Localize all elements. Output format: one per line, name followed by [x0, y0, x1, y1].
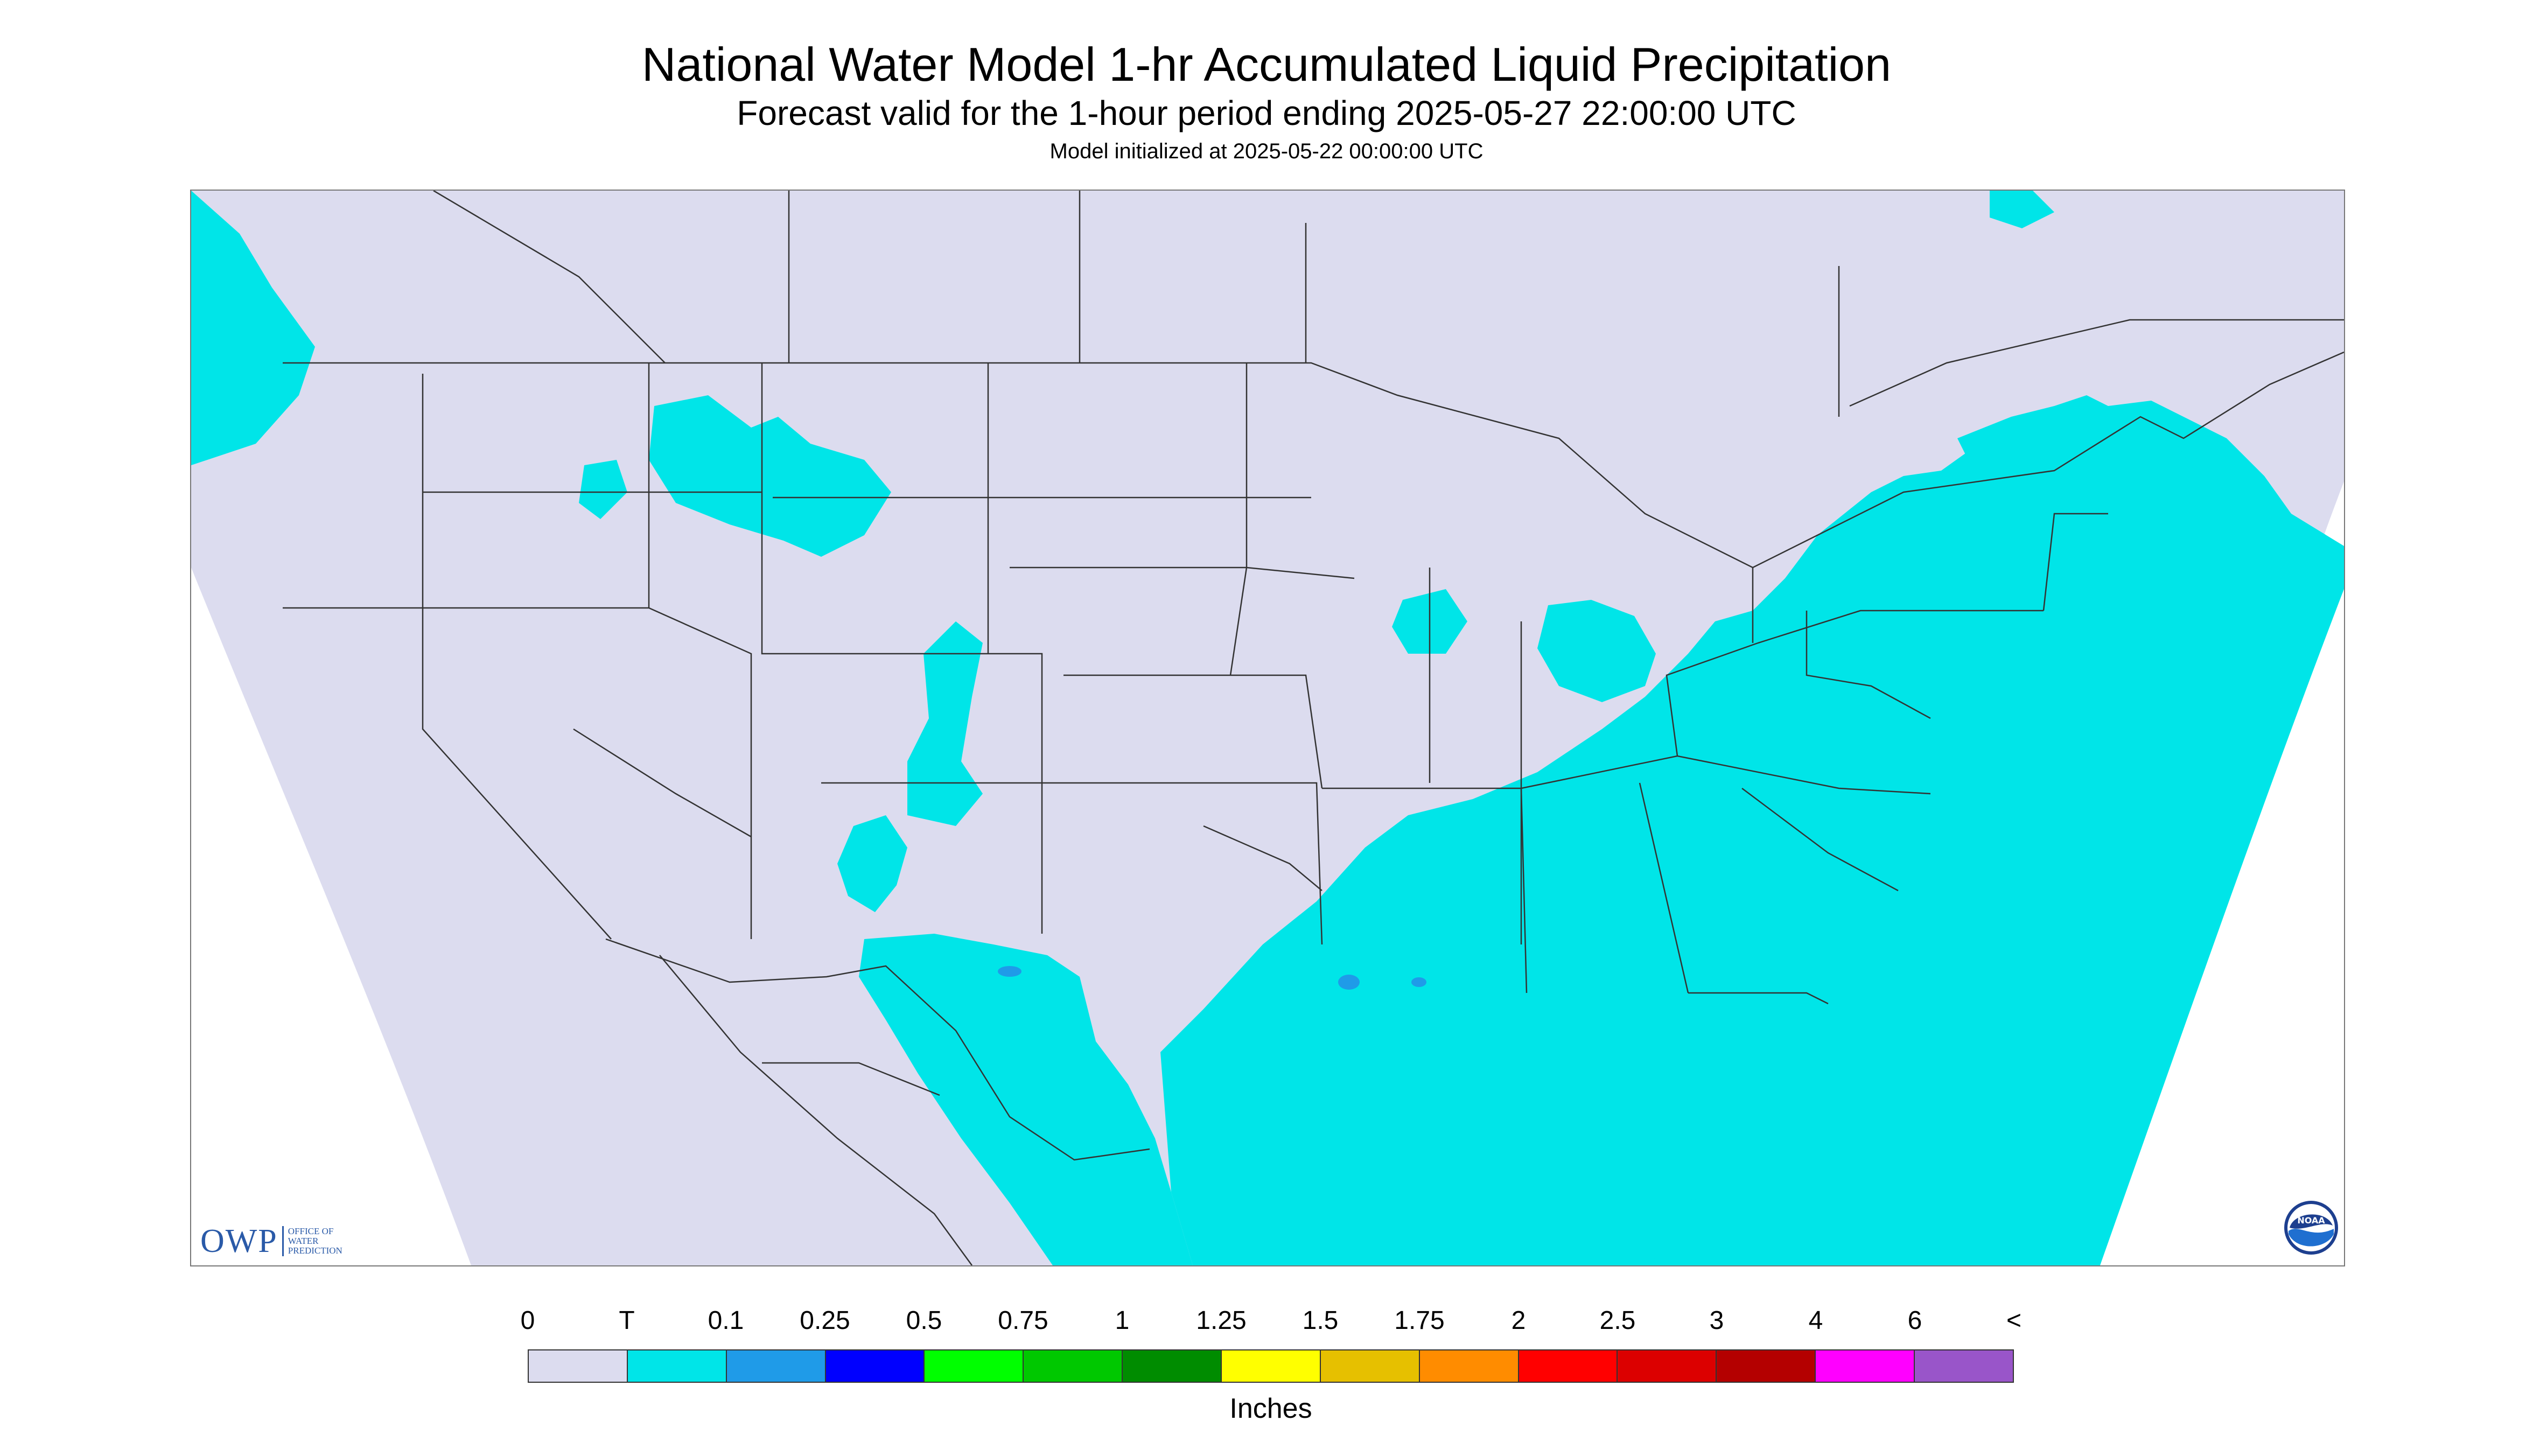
political-boundaries	[283, 191, 2344, 1265]
legend-swatch-3	[824, 1349, 925, 1383]
precipitation-legend: 0 T 0.1 0.25 0.5 0.75 1 1.25 1.5 1.75 2 2.5 3 4 6 < Inc…	[521, 1292, 2021, 1427]
state-line-23	[573, 728, 752, 838]
legend-swatch-10	[1517, 1349, 1618, 1383]
state-line-1	[283, 607, 752, 939]
state-line-3	[761, 363, 1043, 934]
legend-units: Inches	[1229, 1393, 1312, 1424]
precip-colorado-ny	[907, 621, 983, 826]
legend-label-11: 2.5	[1599, 1306, 1636, 1335]
legend-labels: 0 T 0.1 0.25 0.5 0.75 1 1.25 1.5 1.75 2 2.5 3 4 6 <	[521, 1305, 2021, 1338]
legend-label-0: 0	[520, 1306, 535, 1335]
heavier-precip-cells	[998, 966, 1426, 990]
state-line-14	[1639, 782, 1689, 993]
legend-label-14: 6	[1907, 1306, 1922, 1335]
legend-swatch-14	[1914, 1349, 2014, 1383]
legend-swatch-1	[626, 1349, 727, 1383]
legend-label-8: 1.5	[1302, 1306, 1339, 1335]
precip-texas-west	[859, 934, 1193, 1265]
legend-label-9: 1.75	[1394, 1306, 1445, 1335]
map-subtitle: Forecast valid for the 1-hour period end…	[737, 94, 1796, 132]
precip-idaho	[579, 460, 627, 519]
state-line-22	[422, 374, 612, 940]
map-title: National Water Model 1-hr Accumulated Li…	[641, 38, 1892, 91]
state-line-20	[2042, 513, 2108, 611]
precip-quebec	[1990, 191, 2054, 228]
legend-label-13: 4	[1808, 1306, 1823, 1335]
legend-label-10: 2	[1511, 1306, 1526, 1335]
heavy-cell-texas	[998, 966, 1021, 977]
legend-colorbar	[528, 1349, 2014, 1383]
legend-swatch-11	[1617, 1349, 1717, 1383]
state-line-17	[1666, 610, 2044, 757]
state-line-15	[1688, 992, 1829, 1005]
legend-label-6: 1	[1115, 1306, 1130, 1335]
mexico-inner-2	[762, 1062, 940, 1096]
mexico-inner-1	[659, 955, 973, 1265]
owp-logo: OWP OFFICE OF WATER PREDICTION	[200, 1222, 342, 1260]
precip-gulf-and-southeast	[1160, 401, 2344, 1265]
state-line-13	[1520, 788, 1528, 993]
map-canvas	[191, 191, 2344, 1265]
owp-logo-line-3: PREDICTION	[288, 1245, 342, 1256]
heavy-cell-louisiana	[1338, 975, 1360, 990]
canada-inner-6	[433, 191, 666, 363]
legend-swatch-2	[725, 1349, 826, 1383]
owp-logo-line-2: WATER	[288, 1236, 319, 1246]
heavy-cell-mississippi	[1411, 977, 1426, 987]
precip-cuba	[1817, 1241, 2097, 1265]
owp-logo-mark: OWP	[200, 1222, 278, 1259]
legend-label-3: 0.25	[800, 1306, 850, 1335]
precipitation-map	[190, 190, 2345, 1266]
state-line-8	[821, 782, 1323, 945]
legend-swatch-9	[1418, 1349, 1519, 1383]
legend-label-5: 0.75	[998, 1306, 1048, 1335]
legend-swatch-12	[1716, 1349, 1816, 1383]
legend-label-7: 1.25	[1196, 1306, 1247, 1335]
precip-northeast	[1957, 395, 2194, 578]
legend-swatch-13	[1815, 1349, 1915, 1383]
legend-label-2: 0.1	[708, 1306, 744, 1335]
state-line-24	[1203, 825, 1323, 891]
state-line-16	[1741, 788, 1899, 892]
legend-swatch-4	[923, 1349, 1024, 1383]
state-line-9	[1229, 363, 1248, 676]
precip-pacific-northwest	[191, 191, 315, 465]
owp-logo-divider	[282, 1226, 284, 1256]
state-line-7	[1063, 674, 1323, 789]
owp-logo-text: OFFICE OF WATER PREDICTION	[288, 1227, 342, 1256]
legend-swatch-5	[1023, 1349, 1123, 1383]
precip-new-mexico	[837, 815, 907, 912]
legend-label-15: <	[2006, 1306, 2022, 1335]
noaa-logo: NOAA	[2283, 1200, 2339, 1256]
model-init-time: Model initialized at 2025-05-22 00:00:00…	[1049, 139, 1484, 163]
precip-great-lakes	[1537, 600, 1656, 702]
legend-label-4: 0.5	[906, 1306, 942, 1335]
state-line-18	[1806, 611, 1931, 719]
owp-logo-line-1: OFFICE OF	[288, 1226, 334, 1236]
legend-swatch-6	[1122, 1349, 1222, 1383]
precip-gulf-south	[1753, 1138, 1839, 1224]
legend-swatch-8	[1319, 1349, 1420, 1383]
mexico-us-border	[605, 938, 1150, 1161]
precipitation-areas	[191, 191, 2344, 1265]
noaa-logo-icon: NOAA	[2284, 1201, 2338, 1255]
canada-inner-5	[1849, 319, 2344, 407]
legend-swatch-0	[528, 1349, 628, 1383]
precip-florida-straits	[1645, 1198, 1753, 1265]
precip-montana	[649, 395, 891, 557]
legend-label-1: T	[619, 1306, 635, 1335]
legend-label-12: 3	[1709, 1306, 1724, 1335]
legend-swatch-7	[1221, 1349, 1321, 1383]
noaa-logo-text: NOAA	[2297, 1215, 2325, 1226]
